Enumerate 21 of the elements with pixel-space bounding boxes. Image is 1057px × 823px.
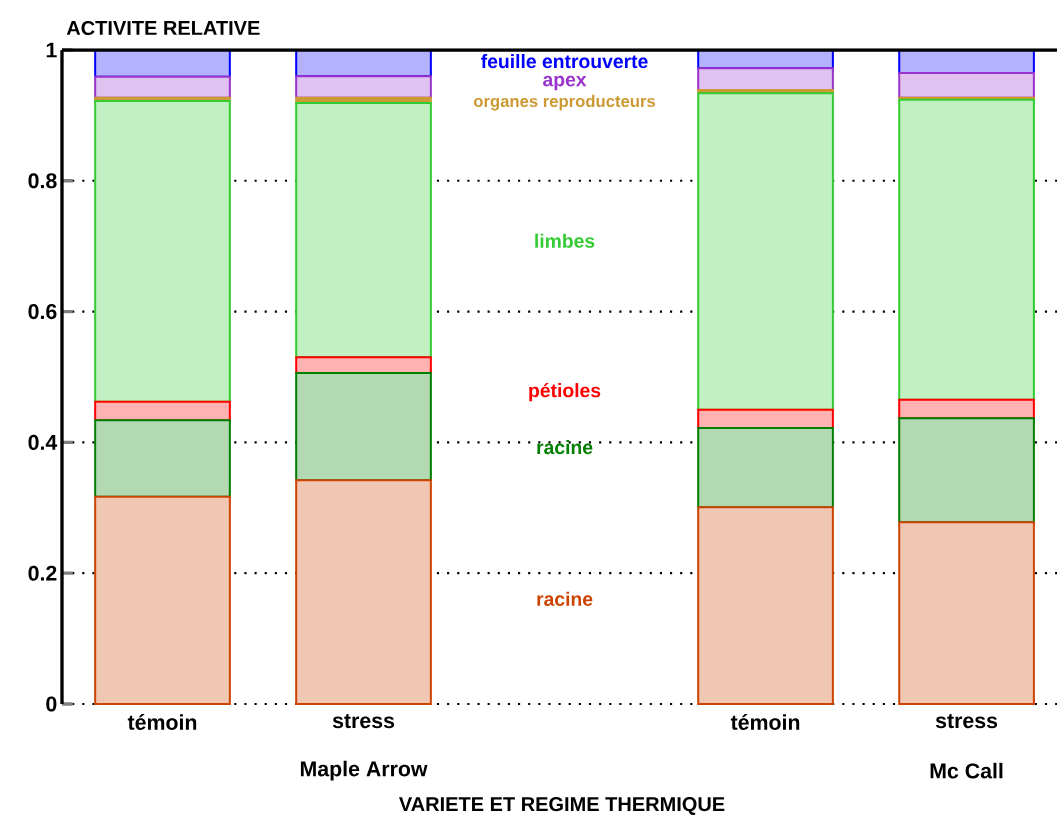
text: pétioles — [529, 382, 601, 402]
x-tick-label: témoin — [127, 714, 197, 730]
text: apex — [543, 75, 587, 91]
text: feuille entrouverte — [481, 54, 648, 69]
text: racine — [537, 591, 593, 606]
y-tick-label: 0.4 — [28, 434, 58, 450]
y-tick-label: 0.2 — [28, 565, 57, 581]
text: organes reproducteurs — [473, 94, 656, 111]
text: Mc Call — [930, 762, 1003, 779]
x-tick-label: stress — [935, 714, 998, 729]
x-tick-label: témoin — [730, 714, 800, 730]
x-axis-title: VARIETE ET REGIME THERMIQUE — [398, 797, 725, 815]
y-tick-label: 0.6 — [28, 304, 57, 320]
y-tick-label: 0 — [46, 696, 57, 712]
text: racine — [537, 439, 593, 455]
y-axis-title: ACTIVITE RELATIVE — [66, 20, 260, 36]
y-tick-label: 0.8 — [28, 173, 57, 189]
x-tick-label: stress — [332, 714, 395, 729]
text: Maple Arrow — [300, 760, 428, 781]
text: limbes — [535, 233, 595, 248]
y-tick-label: 1 — [46, 42, 57, 58]
